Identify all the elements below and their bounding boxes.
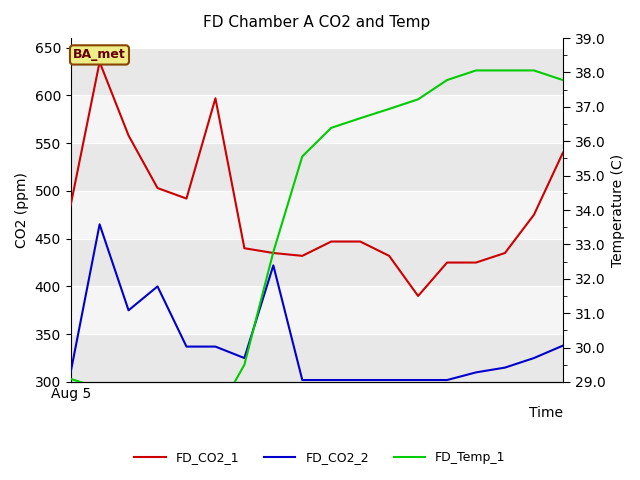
FD_CO2_2 — [269, 263, 277, 268]
FD_CO2_1 — [269, 250, 277, 256]
FD_CO2_2 — [298, 377, 306, 383]
FD_Temp_1 — [67, 376, 74, 382]
FD_CO2_2 — [241, 355, 248, 361]
FD_CO2_2 — [96, 221, 104, 227]
FD_Temp_1 — [444, 77, 451, 83]
Line: FD_CO2_1: FD_CO2_1 — [70, 62, 563, 296]
FD_CO2_1 — [328, 239, 335, 244]
FD_CO2_1 — [414, 293, 422, 299]
Text: Time: Time — [529, 406, 563, 420]
FD_CO2_2 — [385, 377, 393, 383]
FD_Temp_1 — [559, 77, 567, 83]
FD_CO2_2 — [125, 307, 132, 313]
FD_Temp_1 — [96, 385, 104, 391]
FD_Temp_1 — [212, 413, 220, 419]
Bar — [70, 143, 563, 191]
FD_CO2_1 — [356, 239, 364, 244]
FD_CO2_2 — [501, 365, 509, 371]
FD_CO2_2 — [559, 343, 567, 348]
FD_CO2_2 — [67, 370, 74, 375]
FD_Temp_1 — [385, 106, 393, 112]
FD_CO2_2 — [356, 377, 364, 383]
FD_Temp_1 — [530, 68, 538, 73]
Bar — [70, 334, 563, 382]
FD_CO2_2 — [444, 377, 451, 383]
FD_CO2_1 — [530, 212, 538, 217]
FD_CO2_1 — [501, 250, 509, 256]
FD_CO2_1 — [96, 59, 104, 65]
FD_CO2_1 — [182, 196, 190, 202]
Line: FD_Temp_1: FD_Temp_1 — [70, 71, 563, 416]
Text: BA_met: BA_met — [73, 48, 126, 61]
Bar — [70, 287, 563, 334]
FD_Temp_1 — [501, 68, 509, 73]
FD_CO2_2 — [154, 284, 161, 289]
FD_Temp_1 — [269, 249, 277, 255]
FD_CO2_1 — [472, 260, 480, 265]
FD_CO2_1 — [154, 185, 161, 191]
Bar — [70, 96, 563, 143]
Bar — [70, 48, 563, 96]
Legend: FD_CO2_1, FD_CO2_2, FD_Temp_1: FD_CO2_1, FD_CO2_2, FD_Temp_1 — [129, 446, 511, 469]
Bar — [70, 191, 563, 239]
FD_Temp_1 — [298, 154, 306, 159]
FD_Temp_1 — [182, 413, 190, 419]
FD_CO2_1 — [559, 150, 567, 156]
FD_CO2_1 — [444, 260, 451, 265]
FD_CO2_2 — [182, 344, 190, 349]
FD_Temp_1 — [241, 362, 248, 368]
Y-axis label: Temperature (C): Temperature (C) — [611, 154, 625, 266]
FD_CO2_1 — [212, 96, 220, 101]
FD_Temp_1 — [356, 115, 364, 121]
FD_CO2_1 — [298, 253, 306, 259]
FD_CO2_1 — [385, 253, 393, 259]
FD_CO2_1 — [67, 203, 74, 208]
FD_Temp_1 — [125, 401, 132, 407]
FD_CO2_2 — [328, 377, 335, 383]
FD_CO2_1 — [125, 132, 132, 138]
FD_Temp_1 — [472, 68, 480, 73]
Y-axis label: CO2 (ppm): CO2 (ppm) — [15, 172, 29, 248]
FD_Temp_1 — [328, 125, 335, 131]
FD_CO2_2 — [530, 355, 538, 361]
FD_Temp_1 — [154, 408, 161, 414]
Bar — [70, 239, 563, 287]
Title: FD Chamber A CO2 and Temp: FD Chamber A CO2 and Temp — [203, 15, 430, 30]
Line: FD_CO2_2: FD_CO2_2 — [70, 224, 563, 380]
FD_CO2_2 — [472, 370, 480, 375]
FD_CO2_2 — [414, 377, 422, 383]
FD_Temp_1 — [414, 96, 422, 102]
FD_CO2_2 — [212, 344, 220, 349]
FD_CO2_1 — [241, 245, 248, 251]
